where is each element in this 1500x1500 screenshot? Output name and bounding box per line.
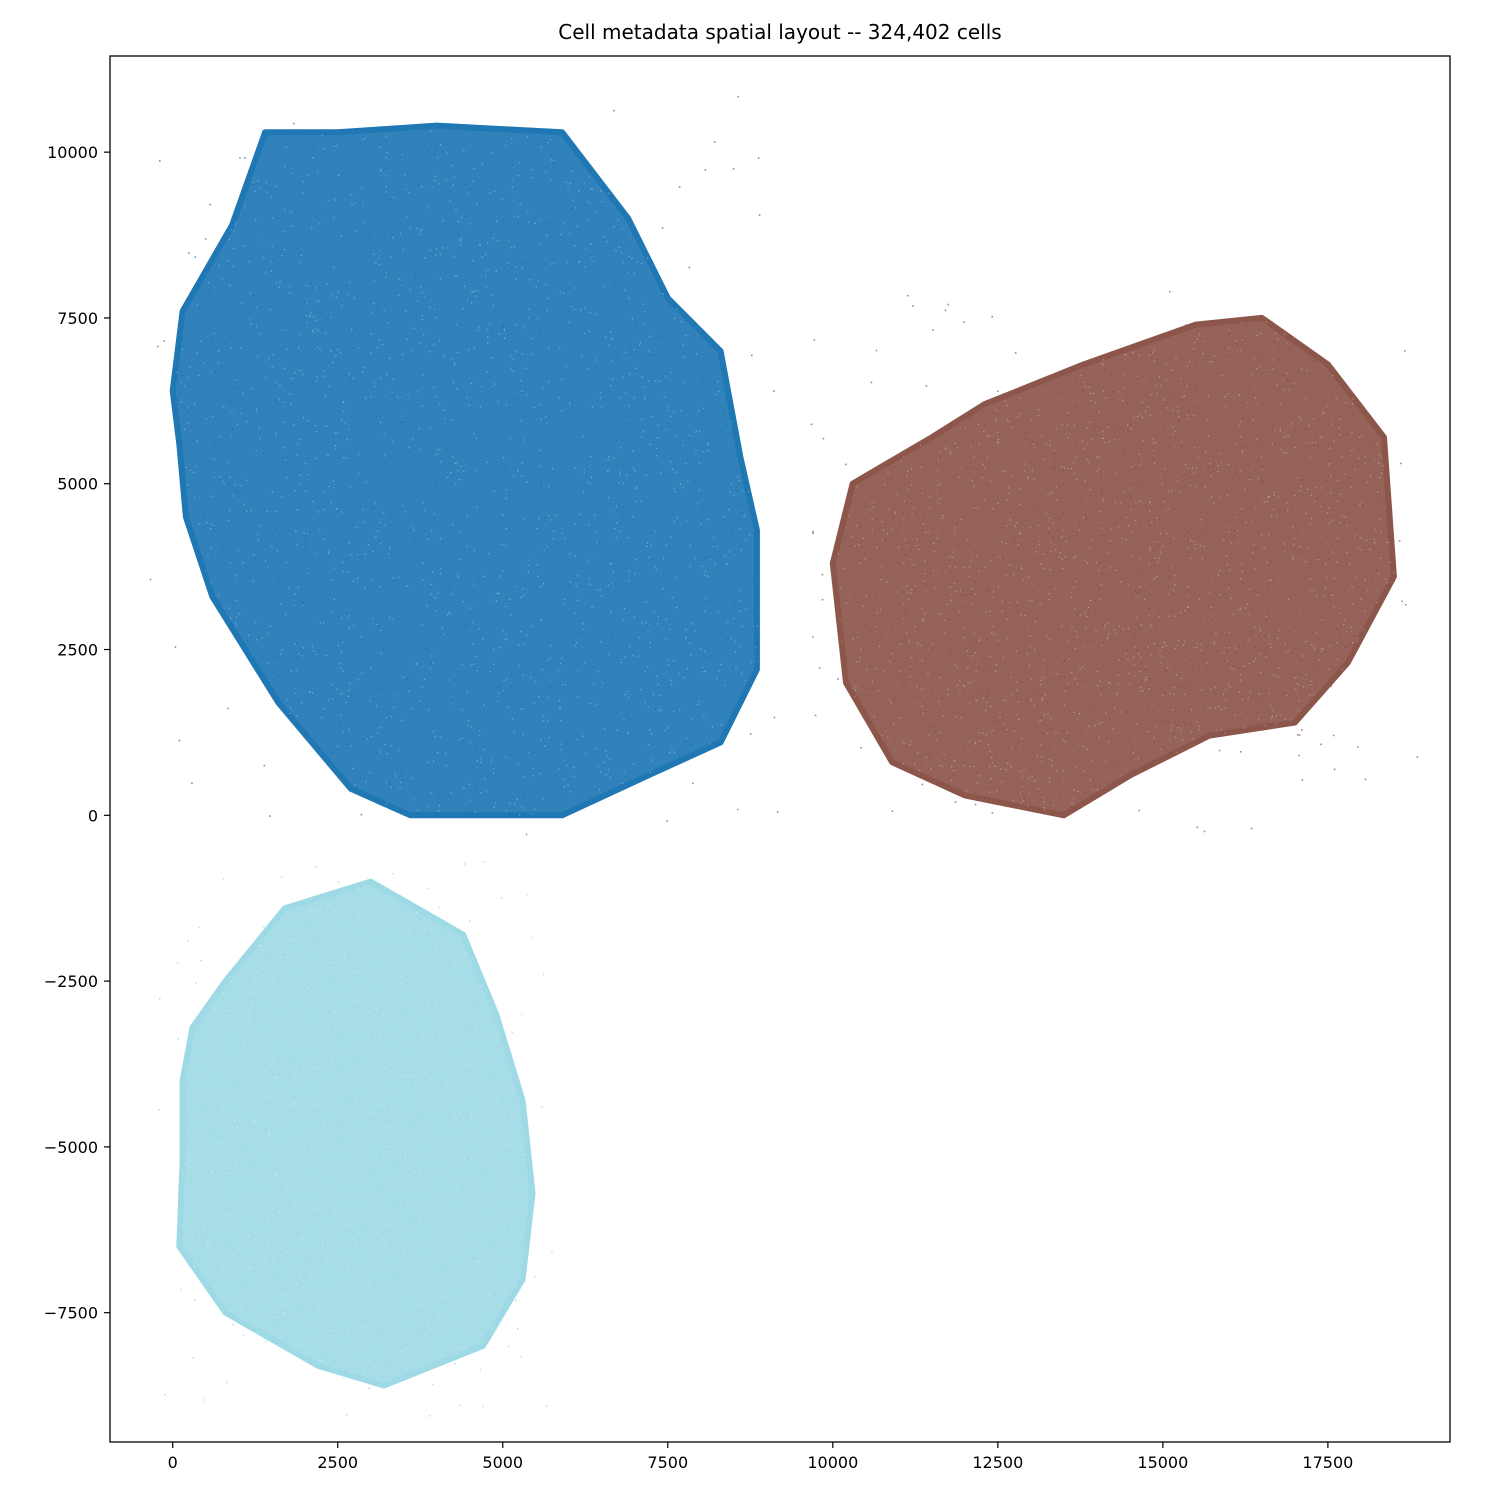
y-axis: 10000 7500 5000 2500 0 −2500 −5000 −7500	[44, 143, 110, 1323]
series-1-points	[810, 290, 1419, 833]
x-tick-label: 17500	[1302, 1453, 1353, 1472]
x-tick-label: 15000	[1137, 1453, 1188, 1472]
series-0-points	[149, 95, 779, 836]
series-0-cell-region	[169, 122, 760, 819]
y-tick-label: −7500	[44, 1304, 98, 1323]
y-tick-label: −2500	[44, 972, 98, 991]
x-tick-label: 10000	[807, 1453, 858, 1472]
y-tick-label: 2500	[57, 641, 98, 660]
x-tick-label: 12500	[972, 1453, 1023, 1472]
x-tick-label: 5000	[482, 1453, 523, 1472]
x-tick-label: 0	[168, 1453, 178, 1472]
y-tick-label: 10000	[47, 143, 98, 162]
x-axis: 0 2500 5000 7500 10000 12500 15000 17500	[168, 1442, 1353, 1472]
series-1-cell-region	[829, 314, 1397, 819]
chart-title: Cell metadata spatial layout -- 324,402 …	[558, 20, 1002, 44]
x-tick-label: 2500	[317, 1453, 358, 1472]
series-2-cell-region	[176, 878, 536, 1389]
series-1-texture	[838, 321, 1395, 811]
y-tick-label: 0	[88, 806, 98, 825]
y-tick-label: 7500	[57, 309, 98, 328]
series-2-points	[158, 861, 553, 1417]
axes-frame	[109, 55, 1451, 1443]
x-tick-label: 7500	[647, 1453, 688, 1472]
y-tick-label: −5000	[44, 1138, 98, 1157]
y-tick-label: 5000	[57, 475, 98, 494]
points-layer	[149, 95, 1419, 1417]
